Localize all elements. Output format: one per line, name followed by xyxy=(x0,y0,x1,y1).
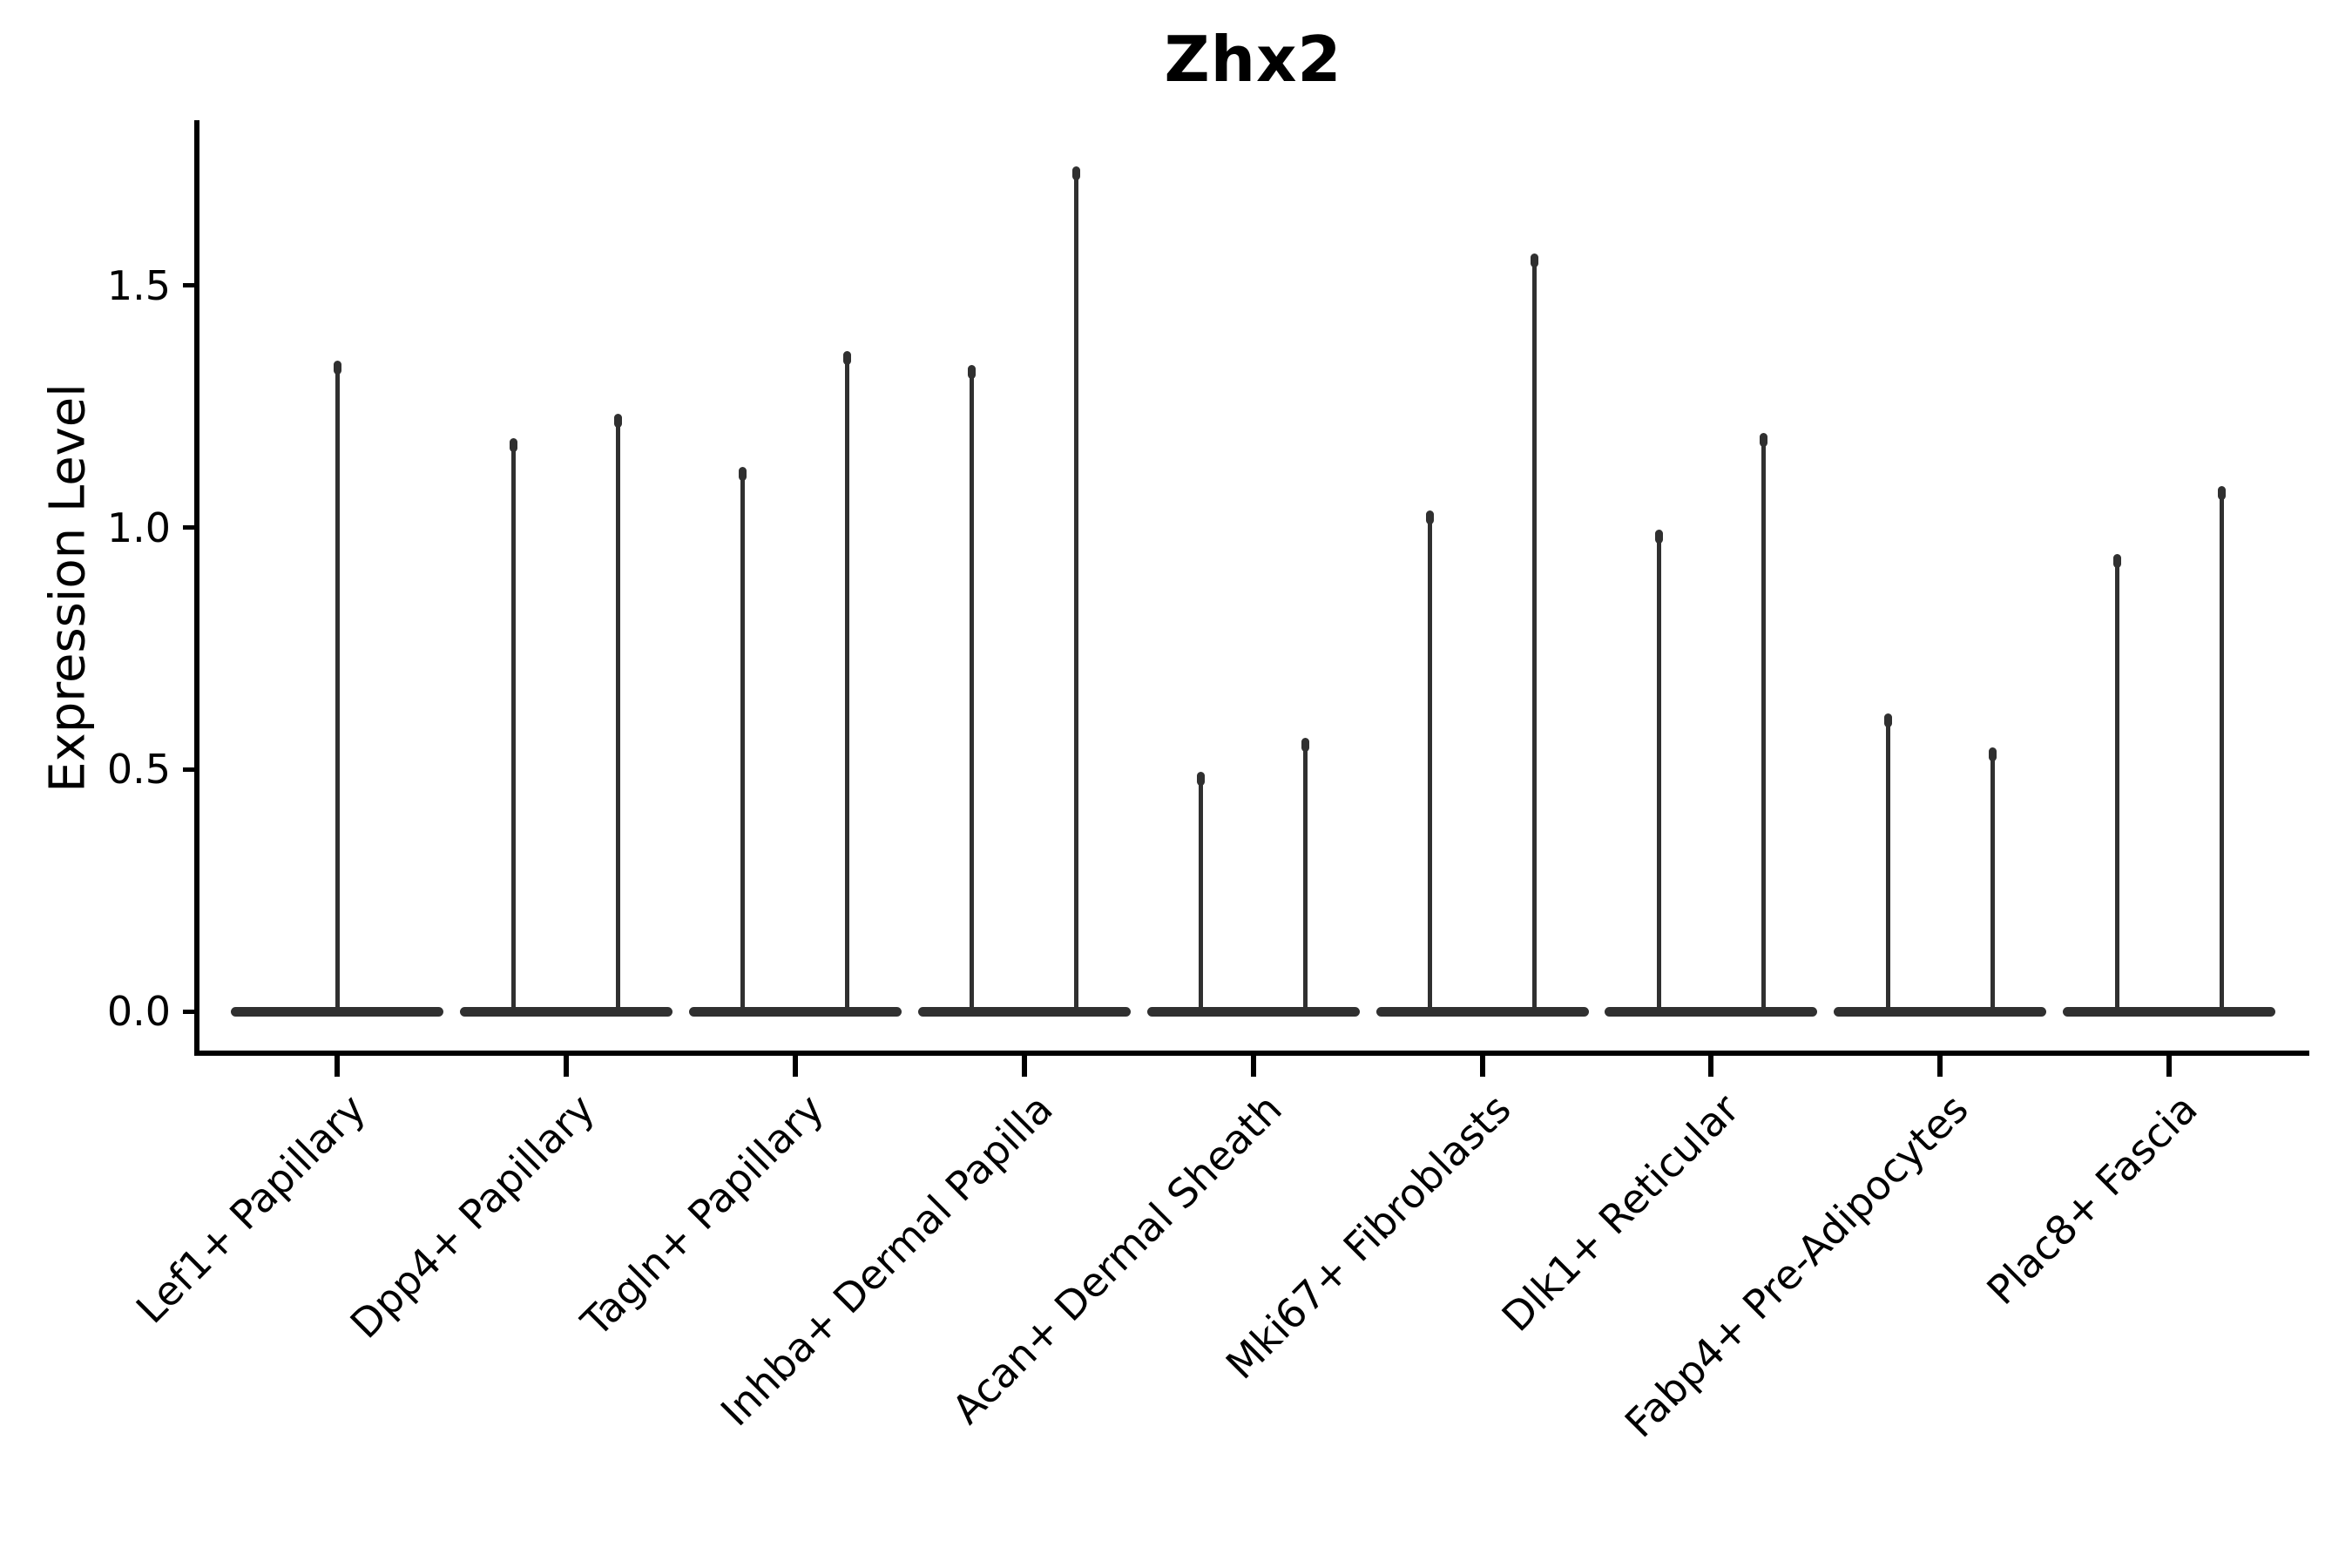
x-tick xyxy=(1708,1053,1714,1077)
violin-base xyxy=(2063,1006,2276,1017)
x-tick xyxy=(1250,1053,1256,1077)
violin-base xyxy=(1834,1006,2047,1017)
y-tick xyxy=(183,283,197,288)
violin-base xyxy=(459,1006,672,1017)
violin-spike-cap xyxy=(1759,432,1767,447)
violin-base xyxy=(688,1006,902,1017)
violin-spike-cap xyxy=(333,360,341,375)
violin-spike-cap xyxy=(1531,253,1538,268)
violin-base xyxy=(917,1006,1131,1017)
violin-base xyxy=(1605,1006,1818,1017)
x-tick xyxy=(1479,1053,1485,1077)
violin-spike-cap xyxy=(968,365,977,380)
violin-spike xyxy=(2219,489,2224,1015)
chart-title: Zhx2 xyxy=(1164,23,1342,96)
violin-spike-cap xyxy=(1197,771,1206,786)
x-tick xyxy=(2166,1053,2173,1077)
violin-spike-cap xyxy=(1654,530,1663,544)
violin-base xyxy=(1146,1006,1360,1017)
violin-spike xyxy=(1303,740,1308,1015)
violin-spike xyxy=(1428,512,1432,1015)
x-tick xyxy=(1021,1053,1027,1077)
violin-spike xyxy=(1885,716,1890,1015)
violin-spike xyxy=(1074,169,1079,1015)
violin-spike-cap xyxy=(614,413,623,428)
violin-spike-cap xyxy=(1988,747,1997,762)
violin-spike-cap xyxy=(1301,737,1310,752)
violin-spike-cap xyxy=(510,437,518,452)
violin-spike xyxy=(2114,556,2119,1015)
violin-spike-cap xyxy=(2217,486,2226,501)
y-tick xyxy=(183,1009,197,1014)
violin-spike-cap xyxy=(739,466,747,481)
y-tick-label: 0.0 xyxy=(106,988,171,1035)
y-axis-label: Expression Level xyxy=(39,383,97,793)
violin-spike xyxy=(1199,774,1204,1015)
y-tick xyxy=(183,767,197,772)
y-tick-label: 1.5 xyxy=(106,261,171,309)
violin-spike xyxy=(845,353,850,1015)
violin-spike xyxy=(335,362,340,1015)
violin-spike xyxy=(740,469,746,1015)
violin-spike xyxy=(1656,532,1661,1015)
violin-spike xyxy=(511,440,517,1015)
x-tick xyxy=(335,1053,340,1077)
violin-spike xyxy=(1532,256,1537,1015)
violin-spike-cap xyxy=(843,350,852,365)
violin-spike-cap xyxy=(1883,713,1892,728)
y-tick-label: 1.0 xyxy=(106,504,171,551)
x-tick xyxy=(1937,1053,1943,1077)
violin-spike-cap xyxy=(1072,166,1081,181)
y-tick-label: 0.5 xyxy=(106,746,171,794)
y-tick xyxy=(183,525,197,530)
x-tick xyxy=(792,1053,798,1077)
violin-base xyxy=(1375,1006,1589,1017)
violin-spike xyxy=(616,416,621,1015)
violin-spike xyxy=(1990,750,1995,1015)
violin-spike xyxy=(970,368,975,1015)
x-tick xyxy=(563,1053,569,1077)
violin-spike xyxy=(1761,435,1766,1015)
violin-spike-cap xyxy=(1426,510,1434,524)
y-axis-spine xyxy=(194,120,199,1056)
violin-spike-cap xyxy=(2112,553,2121,568)
